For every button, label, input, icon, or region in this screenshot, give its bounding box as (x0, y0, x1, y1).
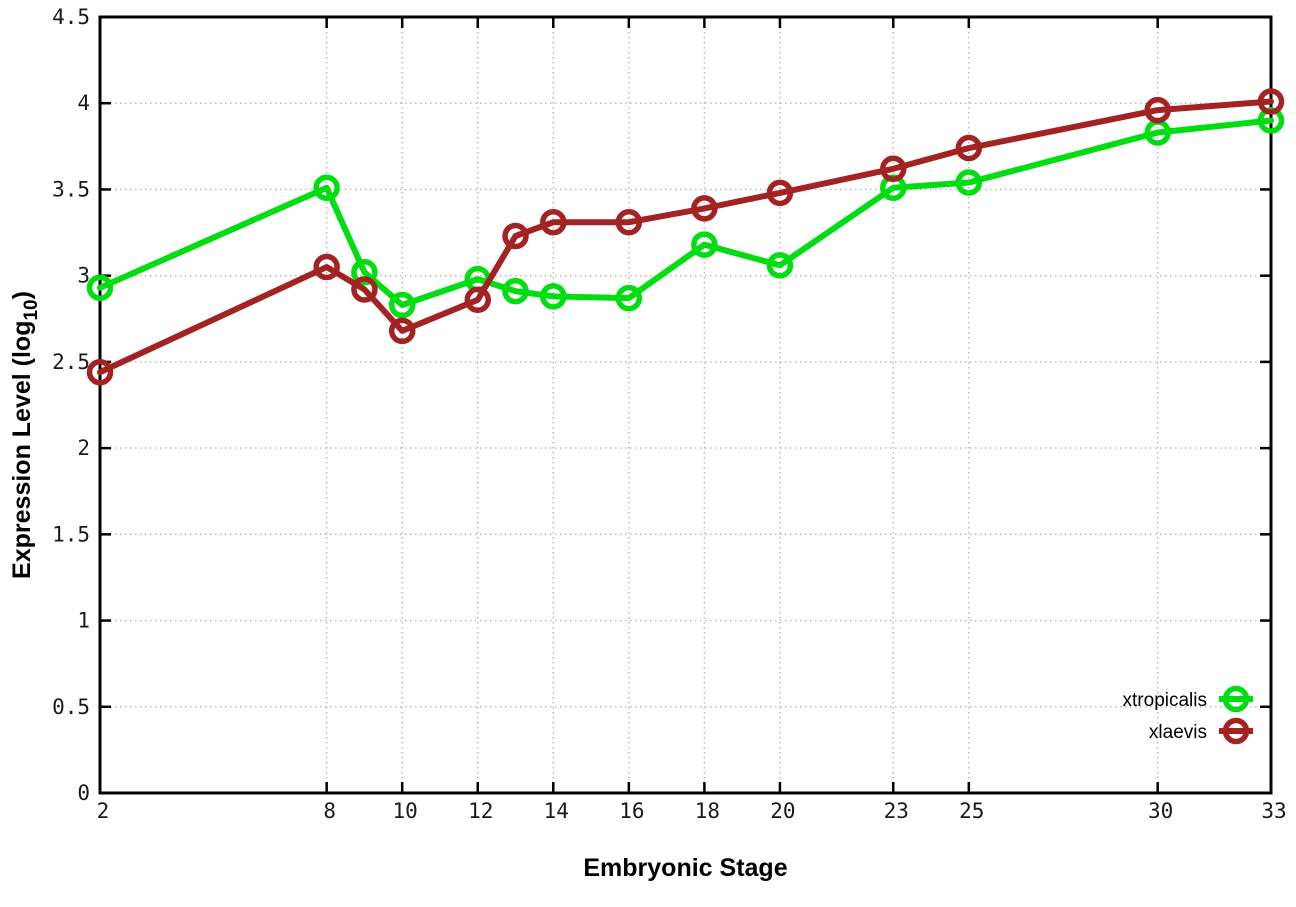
data-point-xlaevis-33 (1257, 88, 1285, 115)
data-point-xlaevis-12 (464, 286, 491, 314)
y-tick-label-3.5: 3.5 (52, 177, 90, 201)
x-axis-label: Embryonic Stage (583, 854, 787, 882)
y-tick-label-4: 4 (77, 91, 90, 115)
data-point-xlaevis-16 (615, 208, 643, 236)
x-tick-label-8: 8 (323, 799, 336, 823)
data-point-xtropicalis-2 (86, 274, 114, 301)
series-line-xlaevis (97, 98, 1274, 376)
data-point-xlaevis-18 (691, 195, 718, 222)
data-point-xlaevis-9 (351, 276, 378, 303)
plot-border (98, 15, 1273, 795)
data-point-xtropicalis-14 (540, 283, 567, 310)
y-tick-label-0.5: 0.5 (52, 695, 90, 719)
data-point-xtropicalis-25 (955, 169, 983, 196)
x-tick-label-18: 18 (695, 799, 720, 823)
y-tick-label-4.5: 4.5 (52, 5, 90, 29)
data-point-xlaevis-20 (766, 179, 794, 207)
legend-marker-xtropicalis (1222, 685, 1250, 713)
data-point-xlaevis-8 (313, 253, 340, 281)
data-point-xtropicalis-20 (766, 252, 794, 279)
y-tick-label-1: 1 (77, 609, 90, 633)
x-tick-label-30: 30 (1148, 799, 1173, 823)
y-tick-label-2.5: 2.5 (52, 350, 90, 374)
data-point-xtropicalis-16 (615, 284, 643, 312)
data-point-xtropicalis-10 (388, 291, 416, 319)
x-tick-label-10: 10 (393, 799, 418, 823)
x-tick-label-23: 23 (884, 799, 909, 823)
data-point-xtropicalis-13 (502, 277, 529, 305)
y-tick-label-2: 2 (77, 436, 90, 460)
x-tick-label-12: 12 (468, 799, 493, 823)
data-point-xtropicalis-18 (691, 231, 718, 258)
x-tick-label-16: 16 (619, 799, 644, 823)
data-point-xlaevis-13 (502, 222, 529, 250)
y-tick-label-0: 0 (77, 781, 90, 805)
data-point-xlaevis-23 (880, 155, 907, 183)
y-tick-label-3: 3 (77, 264, 90, 288)
data-point-xtropicalis-8 (313, 174, 340, 201)
data-point-xlaevis-2 (86, 358, 114, 386)
legend-label-xtropicalis: xtropicalis (1123, 690, 1207, 711)
data-point-xtropicalis-9 (351, 258, 378, 286)
y-axis-label: Expression Level (log10) (8, 291, 42, 579)
legend-marker-xlaevis (1222, 717, 1250, 745)
y-tick-label-1.5: 1.5 (52, 522, 90, 546)
data-point-xlaevis-25 (955, 134, 983, 162)
x-tick-label-33: 33 (1261, 799, 1286, 823)
x-tick-label-20: 20 (770, 799, 795, 823)
x-tick-label-25: 25 (959, 799, 984, 823)
data-point-xlaevis-10 (388, 317, 416, 345)
data-point-xlaevis-14 (540, 208, 567, 236)
legend-label-xlaevis: xlaevis (1149, 722, 1207, 743)
x-tick-label-2: 2 (97, 799, 110, 823)
x-tick-label-14: 14 (544, 799, 569, 823)
data-point-xlaevis-30 (1144, 96, 1171, 124)
